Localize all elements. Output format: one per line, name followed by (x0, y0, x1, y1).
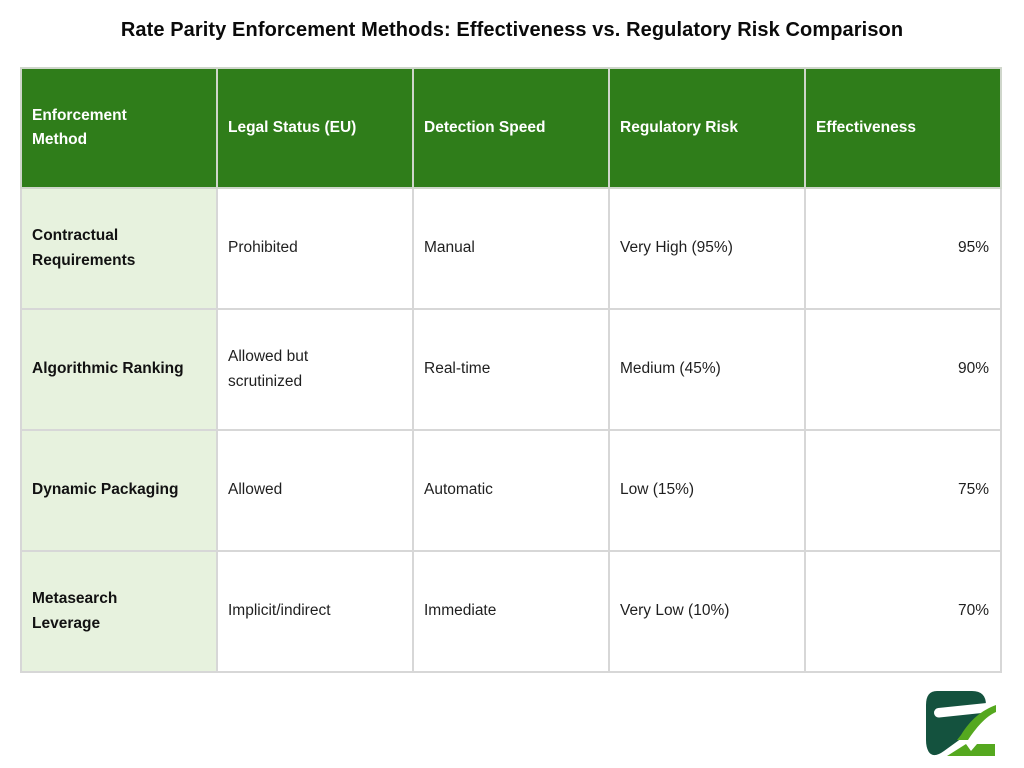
row-label: Algorithmic Ranking (32, 360, 184, 378)
effectiveness-cell: 75% (804, 429, 1002, 552)
column-header-label: Detection Speed (424, 118, 546, 136)
legal-status-cell: Allowed but scrutinized (216, 308, 414, 431)
page-title: Rate Parity Enforcement Methods: Effecti… (120, 19, 904, 41)
cell-value: Immediate (424, 602, 497, 620)
row-label: Contractual Requirements (32, 227, 136, 269)
regulatory-risk-cell: Medium (45%) (608, 308, 806, 431)
column-header-enforcement-method: Enforcement Method (20, 67, 218, 189)
detection-speed-cell: Immediate (412, 550, 610, 673)
cell-value: Prohibited (228, 239, 298, 257)
cell-value: Medium (45%) (620, 360, 721, 378)
detection-speed-cell: Manual (412, 187, 610, 310)
cell-value: 90% (957, 360, 989, 378)
cell-value: 70% (957, 602, 989, 620)
fz-brand-logo-icon (926, 691, 996, 756)
logo-light-swoosh (957, 705, 996, 740)
cell-value: Allowed (228, 481, 283, 499)
logo-light-bar (947, 744, 995, 756)
detection-speed-cell: Real-time (412, 308, 610, 431)
cell-value: 95% (957, 239, 989, 257)
effectiveness-cell: 90% (804, 308, 1002, 431)
cell-value: Real-time (424, 360, 491, 378)
effectiveness-cell: 95% (804, 187, 1002, 310)
cell-value: Very Low (10%) (620, 602, 730, 620)
legal-status-cell: Allowed (216, 429, 414, 552)
cell-value: Automatic (424, 481, 493, 499)
cell-value: Allowed but scrutinized (228, 348, 309, 390)
effectiveness-cell: 70% (804, 550, 1002, 673)
regulatory-risk-cell: Very Low (10%) (608, 550, 806, 673)
cell-value: Low (15%) (620, 481, 695, 499)
comparison-table: Enforcement Method Legal Status (EU) Det… (20, 67, 1002, 673)
column-header-legal-status: Legal Status (EU) (216, 67, 414, 189)
table-row-metasearch-leverage: Metasearch Leverage Implicit/indirect Im… (20, 550, 1002, 673)
header-row: Enforcement Method Legal Status (EU) Det… (20, 67, 1002, 189)
column-header-label: Regulatory Risk (620, 118, 739, 136)
cell-value: Manual (424, 239, 475, 257)
column-header-detection-speed: Detection Speed (412, 67, 610, 189)
regulatory-risk-cell: Low (15%) (608, 429, 806, 552)
row-label-cell: Contractual Requirements (20, 187, 218, 310)
row-label: Metasearch Leverage (32, 590, 118, 632)
cell-value: Implicit/indirect (228, 602, 331, 620)
cell-value: 75% (957, 481, 989, 499)
logo-white-slot (934, 703, 991, 718)
cell-value: Very High (95%) (620, 239, 733, 257)
regulatory-risk-cell: Very High (95%) (608, 187, 806, 310)
column-header-label: Effectiveness (816, 118, 916, 136)
row-label: Dynamic Packaging (32, 481, 179, 499)
row-label-cell: Dynamic Packaging (20, 429, 218, 552)
legal-status-cell: Prohibited (216, 187, 414, 310)
row-label-cell: Metasearch Leverage (20, 550, 218, 673)
row-label-cell: Algorithmic Ranking (20, 308, 218, 431)
column-header-regulatory-risk: Regulatory Risk (608, 67, 806, 189)
detection-speed-cell: Automatic (412, 429, 610, 552)
column-header-effectiveness: Effectiveness (804, 67, 1002, 189)
table-row-algorithmic-ranking: Algorithmic Ranking Allowed but scrutini… (20, 308, 1002, 431)
table-row-dynamic-packaging: Dynamic Packaging Allowed Automatic Low … (20, 429, 1002, 552)
column-header-label: Enforcement Method (32, 106, 127, 148)
legal-status-cell: Implicit/indirect (216, 550, 414, 673)
column-header-label: Legal Status (EU) (228, 118, 357, 136)
table-row-contractual-requirements: Contractual Requirements Prohibited Manu… (20, 187, 1002, 310)
